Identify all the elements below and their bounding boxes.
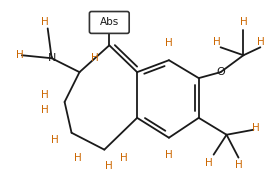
Text: H: H: [91, 53, 98, 63]
Text: H: H: [235, 160, 242, 170]
FancyBboxPatch shape: [89, 12, 129, 33]
Text: N: N: [47, 53, 56, 63]
Text: Abs: Abs: [100, 17, 119, 27]
Text: H: H: [41, 90, 48, 100]
Text: H: H: [41, 17, 48, 27]
Text: H: H: [105, 160, 113, 170]
Text: H: H: [74, 153, 81, 163]
Text: H: H: [253, 123, 260, 133]
Text: H: H: [41, 105, 48, 115]
Text: H: H: [51, 135, 59, 145]
Text: H: H: [205, 158, 213, 168]
Text: H: H: [165, 38, 173, 48]
Text: H: H: [16, 50, 24, 60]
Text: H: H: [213, 37, 220, 47]
Text: H: H: [240, 17, 247, 27]
Text: H: H: [120, 153, 128, 163]
Text: H: H: [258, 37, 265, 47]
Text: O: O: [216, 67, 225, 77]
Text: H: H: [165, 150, 173, 160]
